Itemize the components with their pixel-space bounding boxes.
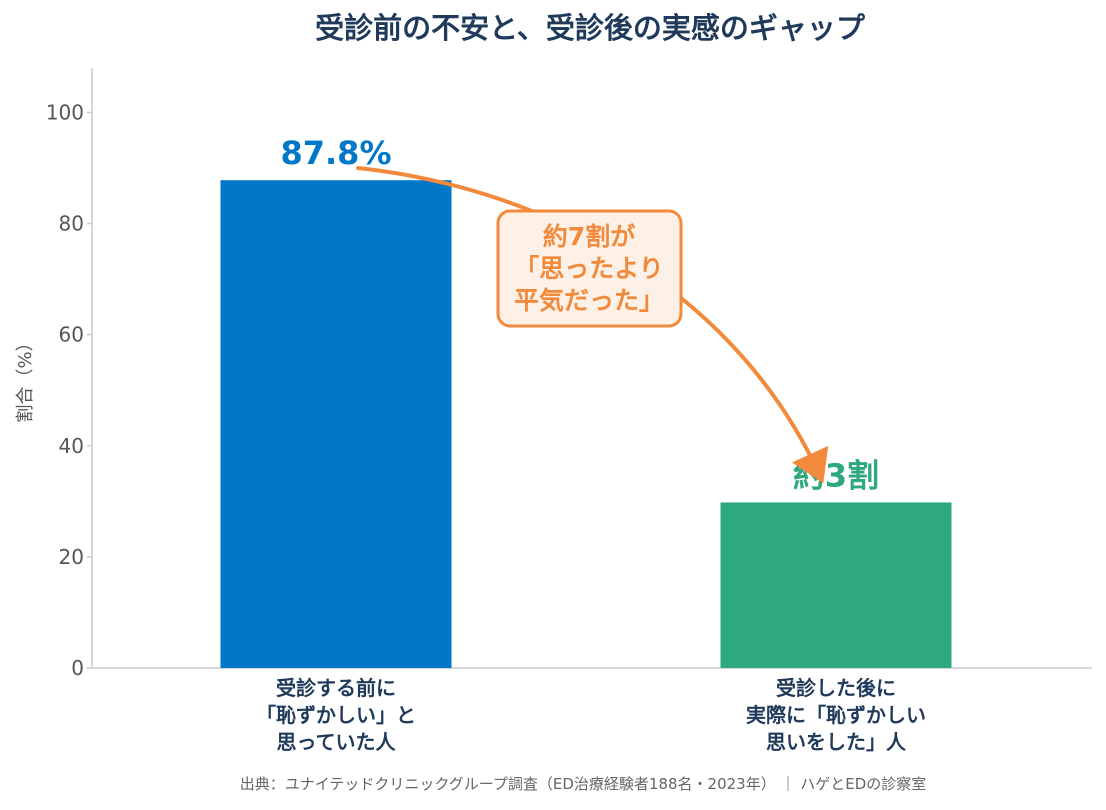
y-tick-label: 100 [46,100,84,124]
source-note: 出典：ユナイテッドクリニックグループ調査（ED治療経験者188名・2023年） … [240,775,927,793]
bar [720,502,952,668]
annotation-line: 平気だった」 [514,286,664,315]
y-tick-label: 0 [71,656,84,680]
x-tick-label: 思っていた人 [277,730,397,754]
annotation-line: 「思ったより [514,254,664,283]
x-tick-label: 実際に「恥ずかしい [746,703,926,727]
bars [220,180,952,668]
y-ticks: 0 20 40 60 80 100 [46,100,92,680]
y-axis-label: 割合（%） [15,333,36,422]
x-tick-label: 受診する前に [276,676,396,700]
y-tick-label: 20 [59,545,84,569]
y-tick-label: 80 [59,212,84,236]
bar-value-label: 約3割 [793,456,879,494]
annotation-box [496,209,683,328]
x-tick-label: 「恥ずかしい」と [256,703,416,727]
bar-value-label: 87.8% [280,134,391,172]
x-tick-label: 思いをした」人 [766,730,907,754]
y-tick-label: 40 [59,434,84,458]
annotation-line: 約7割が [543,222,635,251]
y-tick-label: 60 [59,323,84,347]
x-tick-label: 受診した後に [776,676,896,700]
chart-title: 受診前の不安と、受診後の実感のギャップ [315,11,866,45]
bar [220,180,452,668]
